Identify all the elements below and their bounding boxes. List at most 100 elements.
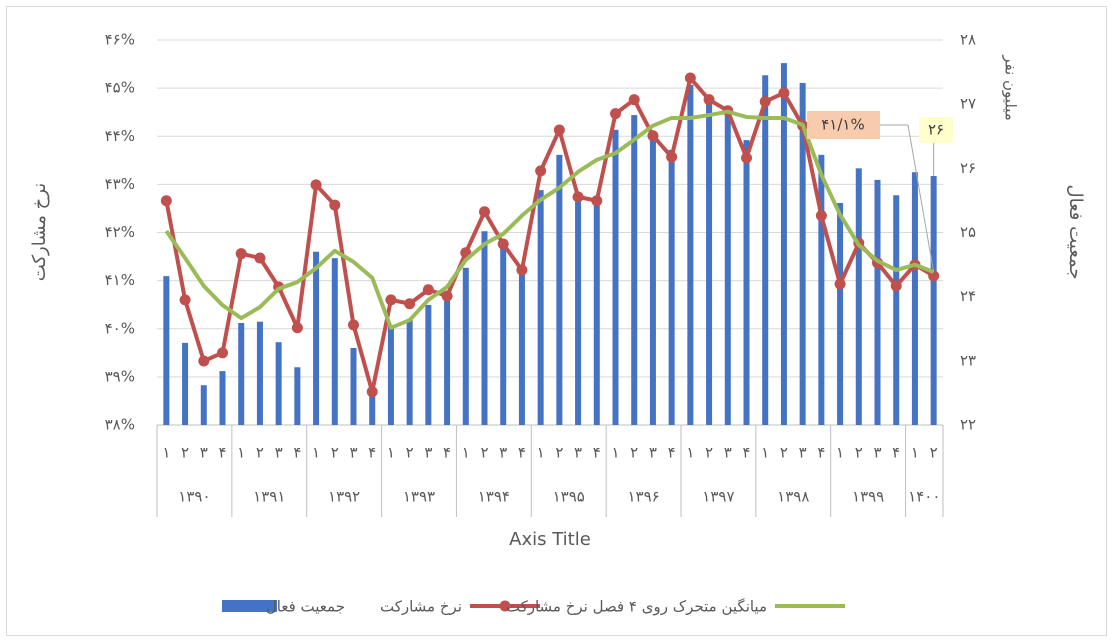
x-tick-label: ۲ [705,444,713,462]
bar [256,321,263,425]
bar [612,129,619,426]
y-tick-label: ۴۴% [105,127,135,145]
bar [893,195,900,425]
x-tick-label: ۴ [593,444,601,462]
bar [518,265,525,425]
bar [294,367,301,425]
marker [497,238,509,250]
x-tick-label: ۲ [331,444,339,462]
annotation-box [807,111,880,139]
y2-tick-label: ۲۶ [960,159,976,177]
annotation-box [919,117,953,143]
x-group-label: ۱۳۹۷ [702,488,734,506]
x-group-label: ۱۳۹۵ [553,488,585,506]
x-tick-label: ۱ [312,444,320,462]
x-tick-label: ۲ [480,444,488,462]
bar [818,154,825,425]
marker [516,264,528,276]
x-tick-label: ۱ [761,444,769,462]
x-tick-label: ۳ [873,444,881,462]
marker [928,270,940,282]
bar [238,322,245,425]
x-group-label: ۱۳۹۸ [777,488,809,506]
bar [182,342,189,425]
bar [313,251,320,425]
marker [741,152,752,164]
legend-swatch [499,600,511,612]
x-tick-label: ۴ [368,444,376,462]
x-group-label: ۱۳۹۲ [328,488,360,506]
bar [406,319,413,425]
legend-label: نرخ مشارکت [380,598,462,616]
bar [724,109,731,426]
marker [834,278,846,290]
bar [631,115,638,425]
y2-tick-label: ۲۴ [960,287,976,305]
marker [684,72,696,84]
bar [575,195,582,425]
annotation-leader [907,124,935,273]
legend-swatch [222,600,277,612]
marker [441,290,453,302]
x-group-label: ۱۳۹۶ [627,488,659,506]
bar [687,84,694,426]
x-tick-label: ۴ [668,444,676,462]
x-group-label: ۱۳۹۹ [852,488,884,506]
bar [500,245,507,425]
y2-tick-label: ۲۳ [960,351,976,369]
marker [535,165,547,177]
marker [291,322,303,334]
bar [387,324,394,425]
x-group-label: ۱۳۹۰ [178,488,210,506]
y2-unit: میلیون نفر [1002,54,1020,121]
bar [219,371,226,425]
x-tick-label: ۱ [836,444,844,462]
bar [537,190,544,425]
x-group-label: ۱۳۹۱ [253,488,285,506]
y-tick-label: ۴۲% [105,223,135,241]
y-tick-label: ۴۰% [105,319,135,337]
bar [649,134,656,425]
x-tick-label: ۳ [499,444,507,462]
x-tick-label: ۲ [555,444,563,462]
x-tick-label: ۳ [275,444,283,462]
bar [780,63,787,425]
marker [254,252,266,264]
bar [369,389,376,425]
marker [179,294,191,306]
y-tick-label: ۴۶% [105,31,135,49]
bar [444,299,451,425]
marker [198,355,210,367]
marker [591,195,603,207]
marker [217,347,228,359]
x-tick-label: ۳ [799,444,807,462]
bar [837,202,844,425]
marker [647,130,659,142]
y2-tick-label: ۲۸ [960,31,976,49]
y-tick-label: ۴۳% [105,175,135,193]
x-group-label: ۱۴۰۰ [908,488,940,506]
bar [275,342,282,425]
x-tick-label: ۱ [462,444,470,462]
x-tick-label: ۲ [256,444,264,462]
x-tick-label: ۴ [518,444,526,462]
annotation: ۲۶ [928,121,944,139]
marker [572,191,584,203]
x-tick-label: ۴ [892,444,900,462]
x-tick-label: ۲ [930,444,938,462]
x-axis-title: Axis Title [509,529,591,550]
bar [743,140,750,425]
x-tick-label: ۲ [406,444,414,462]
x-tick-label: ۳ [724,444,732,462]
bar [462,267,469,425]
line [164,76,935,394]
bar [799,82,806,425]
marker [479,206,490,218]
bar [200,385,207,425]
x-tick-label: ۱ [237,444,245,462]
bar [668,149,675,425]
marker [329,199,341,211]
marker [628,94,640,106]
x-tick-label: ۱ [611,444,619,462]
y-tick-label: ۴۵% [105,79,135,97]
